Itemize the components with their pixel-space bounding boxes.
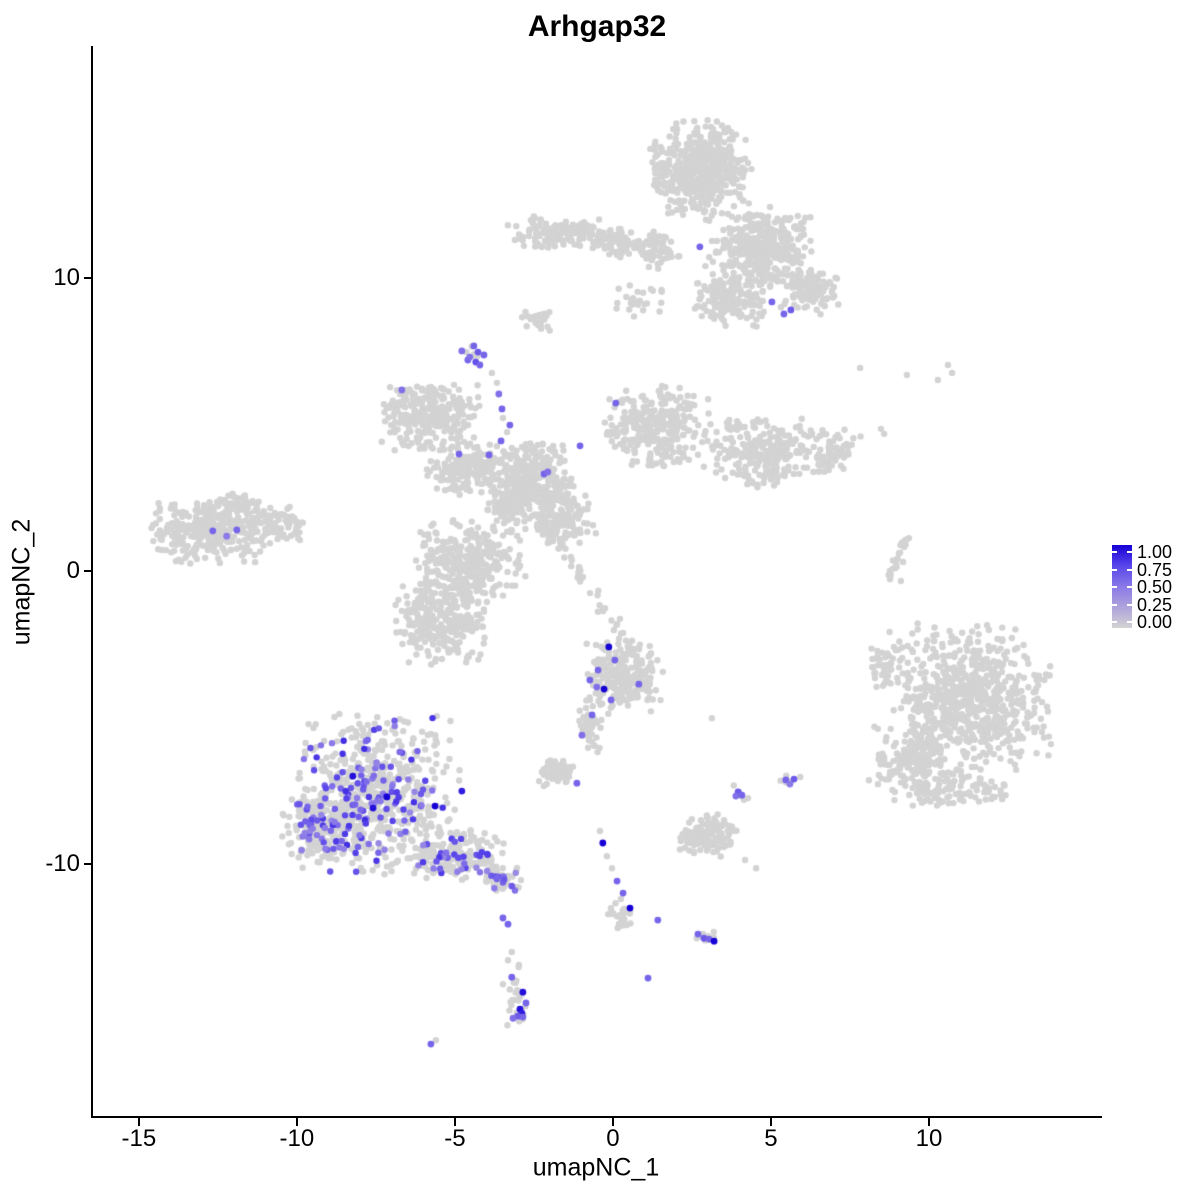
x-tick-mark (928, 1118, 930, 1126)
legend-tick-mark (1127, 568, 1132, 571)
legend-label: 0.25 (1137, 594, 1173, 615)
legend-tick-mark (1112, 603, 1117, 606)
x-tick-label: -5 (444, 1125, 466, 1152)
x-tick-mark (295, 1118, 298, 1126)
x-tick-label: 10 (915, 1125, 943, 1152)
x-tick-label: 0 (606, 1125, 620, 1152)
legend-tick-mark (1112, 568, 1117, 571)
legend-gradient-bar (1112, 545, 1132, 628)
x-tick-mark (611, 1118, 614, 1126)
y-tick-label: 0 (66, 557, 80, 584)
y-tick-mark (84, 276, 92, 279)
legend-tick-mark (1112, 551, 1117, 553)
x-tick-label: -10 (279, 1125, 315, 1152)
x-tick-mark (453, 1118, 456, 1126)
y-tick-mark (84, 570, 92, 572)
y-tick-label: -10 (45, 850, 80, 878)
legend-tick-mark (1127, 551, 1132, 553)
legend-tick-mark (1127, 586, 1132, 588)
legend-tick-mark (1127, 621, 1132, 623)
y-axis-line (91, 46, 93, 1118)
legend-label: 1.00 (1137, 542, 1173, 562)
x-tick-label: -15 (121, 1125, 157, 1152)
x-tick-mark (137, 1118, 140, 1126)
y-tick-mark (84, 863, 92, 866)
x-tick-mark (769, 1118, 772, 1126)
legend-label: 0.75 (1137, 559, 1173, 580)
y-axis-label: umapNC_2 (7, 518, 36, 646)
legend-label: 0.00 (1137, 612, 1173, 632)
legend-tick-mark (1127, 603, 1132, 606)
legend-label: 0.50 (1137, 577, 1173, 597)
x-axis-line (91, 1116, 1102, 1118)
y-tick-label: 10 (53, 263, 80, 291)
x-tick-label: 5 (764, 1125, 778, 1152)
legend-tick-mark (1112, 621, 1117, 623)
legend-tick-mark (1112, 586, 1117, 588)
x-axis-label: umapNC_1 (532, 1153, 660, 1182)
